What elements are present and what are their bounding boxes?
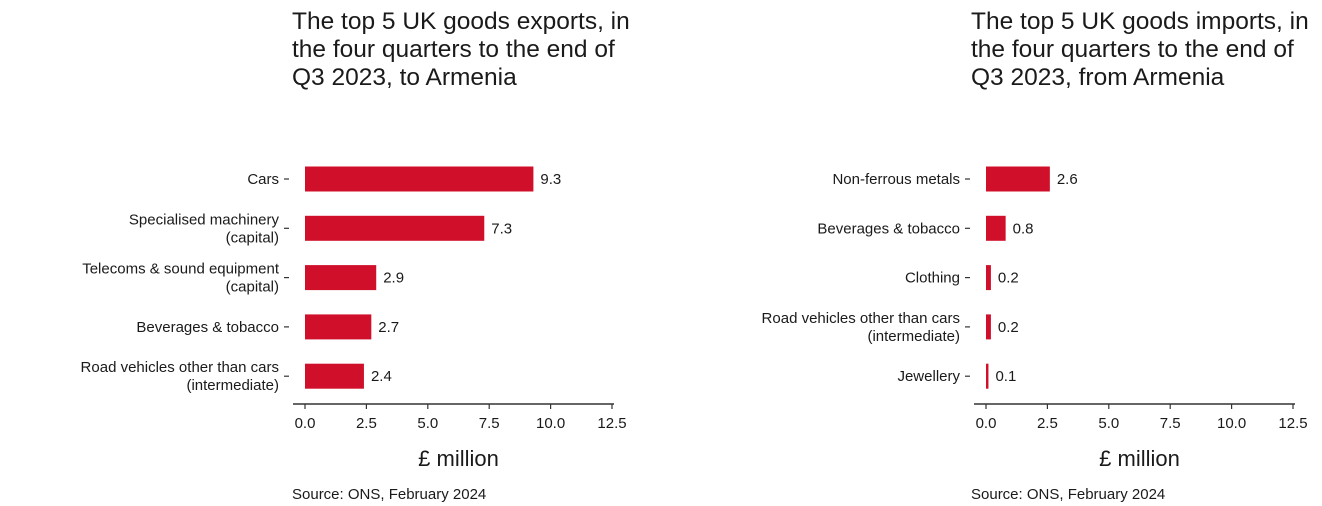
category-label: Telecoms & sound equipment (capital): [82, 261, 280, 296]
chart-title: The top 5 UK goods exports, in the four …: [292, 8, 630, 91]
bar-value-label: 0.2: [998, 319, 1019, 336]
bar-value-label: 7.3: [491, 220, 512, 237]
x-tick-label: 0.0: [976, 415, 997, 432]
bar-value-label: 0.2: [998, 270, 1019, 287]
x-tick-label: 7.5: [479, 415, 500, 432]
x-tick-label: 7.5: [1160, 415, 1181, 432]
bar-value-label: 2.7: [378, 319, 399, 336]
bar-value-label: 0.8: [1013, 220, 1034, 237]
category-label: Jewellery: [897, 368, 960, 385]
bar: [305, 314, 372, 340]
category-label: Beverages & tobacco: [136, 319, 279, 336]
chart-title: The top 5 UK goods imports, in the four …: [971, 8, 1309, 91]
bar: [986, 215, 1006, 241]
category-label: Specialised machinery (capital): [129, 211, 280, 246]
bar: [305, 215, 485, 241]
imports-chart-panel: The top 5 UK goods imports, in the four …: [661, 0, 1322, 506]
bar-value-label: 9.3: [540, 171, 561, 188]
bar: [986, 314, 991, 340]
imports-bar-chart: 0.0 2.5 5.0 7.5 10.0 12.5 £ million Non-ferrous…: [762, 166, 1308, 471]
x-tick-label: 0.0: [295, 415, 316, 432]
bar: [305, 166, 534, 192]
x-axis-title: £ million: [1099, 446, 1180, 471]
x-tick-label: 2.5: [356, 415, 377, 432]
bar: [305, 265, 377, 291]
x-tick-label: 2.5: [1037, 415, 1058, 432]
category-label: Road vehicles other than cars (intermedia…: [81, 359, 279, 394]
category-label: Non-ferrous metals: [832, 171, 960, 188]
x-axis-title: £ million: [418, 446, 499, 471]
category-label: Cars: [247, 171, 279, 188]
category-label: Road vehicles other than cars (intermedia…: [762, 310, 960, 345]
x-tick-label: 5.0: [1098, 415, 1119, 432]
bar-value-label: 2.9: [383, 270, 404, 287]
source-note: Source: ONS, February 2024: [292, 486, 487, 503]
source-note: Source: ONS, February 2024: [971, 486, 1166, 503]
bar-value-label: 0.1: [995, 368, 1016, 385]
x-tick-label: 12.5: [597, 415, 626, 432]
exports-bar-chart: 0.0 2.5 5.0 7.5 10.0 12.5 £ million Cars 9.3 Spec…: [81, 166, 627, 471]
bar-value-label: 2.4: [371, 368, 392, 385]
category-label: Clothing: [905, 270, 960, 287]
x-tick-label: 5.0: [417, 415, 438, 432]
x-tick-label: 10.0: [536, 415, 565, 432]
x-tick-label: 10.0: [1217, 415, 1246, 432]
bar: [986, 363, 989, 389]
bar: [986, 166, 1050, 192]
x-tick-label: 12.5: [1278, 415, 1307, 432]
category-label: Beverages & tobacco: [817, 220, 960, 237]
bar: [305, 363, 364, 389]
bar-value-label: 2.6: [1057, 171, 1078, 188]
exports-chart-panel: The top 5 UK goods exports, in the four …: [81, 8, 630, 503]
bar: [986, 265, 991, 291]
